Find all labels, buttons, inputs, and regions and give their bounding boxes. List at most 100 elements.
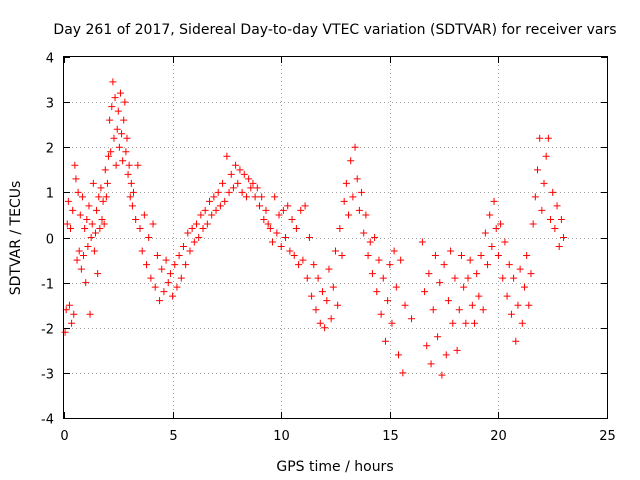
data-point-marker [264,220,272,228]
data-point-marker [284,202,292,210]
data-point-marker [238,188,246,196]
data-point-marker [332,247,339,255]
data-point-marker [111,94,119,102]
data-point-marker [80,252,88,260]
data-point-marker [186,247,194,255]
data-point-marker [195,234,203,241]
data-point-marker [271,193,279,201]
data-point-marker [551,224,559,232]
data-point-marker [247,184,255,192]
data-point-marker [479,306,487,314]
data-point-marker [84,243,92,251]
data-point-marker [379,274,387,282]
data-point-marker [381,337,389,345]
data-point-marker [78,193,86,201]
data-point-marker [512,337,520,345]
data-point-marker [438,371,446,379]
x-tick-label: 25 [599,429,616,444]
data-point-marker [105,152,113,160]
y-tick-label: 4 [46,52,54,67]
data-point-marker [533,166,541,174]
data-point-marker [353,175,361,183]
data-point-marker [392,283,400,291]
data-point-marker [67,224,75,232]
data-point-marker [103,179,111,187]
data-point-marker [473,270,481,278]
data-point-marker [162,256,170,264]
data-point-marker [102,193,110,201]
data-point-marker [240,170,248,178]
data-point-marker [192,220,200,228]
data-point-marker [305,234,313,241]
data-point-marker [86,310,94,318]
data-point-marker [488,243,496,251]
data-point-marker [471,319,479,327]
data-point-marker [527,270,535,278]
x-tick-label: 5 [169,429,177,444]
data-point-marker [457,252,465,260]
data-point-marker [74,188,82,196]
data-point-marker [303,274,311,282]
data-point-marker [394,351,402,359]
data-point-marker [160,288,168,296]
data-point-marker [145,234,153,241]
data-point-marker [169,292,177,300]
data-point-marker [177,274,185,282]
data-point-marker [351,143,359,151]
data-point-marker [83,215,91,223]
data-point-marker [122,148,130,156]
data-point-marker [85,202,93,210]
data-point-marker [108,103,116,111]
data-point-marker [499,274,507,282]
data-point-marker [94,270,102,278]
data-point-marker [386,261,394,269]
data-point-marker [126,193,134,201]
data-point-marker [540,179,548,187]
data-point-marker [236,166,244,174]
data-point-marker [460,283,468,291]
data-point-marker [373,288,381,296]
data-point-marker [138,247,146,255]
data-point-marker [64,197,72,205]
data-point-marker [544,134,552,142]
data-point-marker [97,184,105,192]
data-point-marker [73,256,81,264]
data-point-marker [112,161,120,169]
data-point-marker [223,152,231,160]
data-point-marker [153,252,161,260]
data-point-marker [113,125,121,133]
data-point-marker [388,319,396,327]
data-point-marker [453,346,461,354]
data-point-marker [466,256,474,264]
data-point-marker [557,215,565,223]
data-point-marker [436,279,444,287]
data-point-marker [68,319,76,327]
data-point-marker [425,270,433,278]
data-point-marker [462,319,470,327]
data-point-marker [323,297,331,305]
data-point-marker [484,261,492,269]
data-point-marker [542,152,550,160]
data-point-marker [229,184,237,192]
data-point-marker [355,206,363,214]
data-point-marker [266,224,274,232]
data-point-marker [375,256,383,264]
data-point-marker [501,238,509,246]
data-point-marker [269,238,277,246]
chart-title: Day 261 of 2017, Sidereal Day-to-day VTE… [53,22,616,38]
data-point-marker [89,179,97,187]
data-point-marker [358,188,366,196]
data-point-marker [127,179,135,187]
data-point-marker [336,224,344,232]
data-point-marker [516,265,524,273]
data-point-marker [275,211,283,219]
data-point-marker [93,206,101,214]
data-point-marker [286,247,294,255]
data-point-marker [214,188,222,196]
y-tick-label: 2 [46,142,54,157]
data-point-marker [77,265,85,273]
data-point-marker [123,134,131,142]
data-point-marker [555,243,563,251]
data-point-marker [158,265,166,273]
